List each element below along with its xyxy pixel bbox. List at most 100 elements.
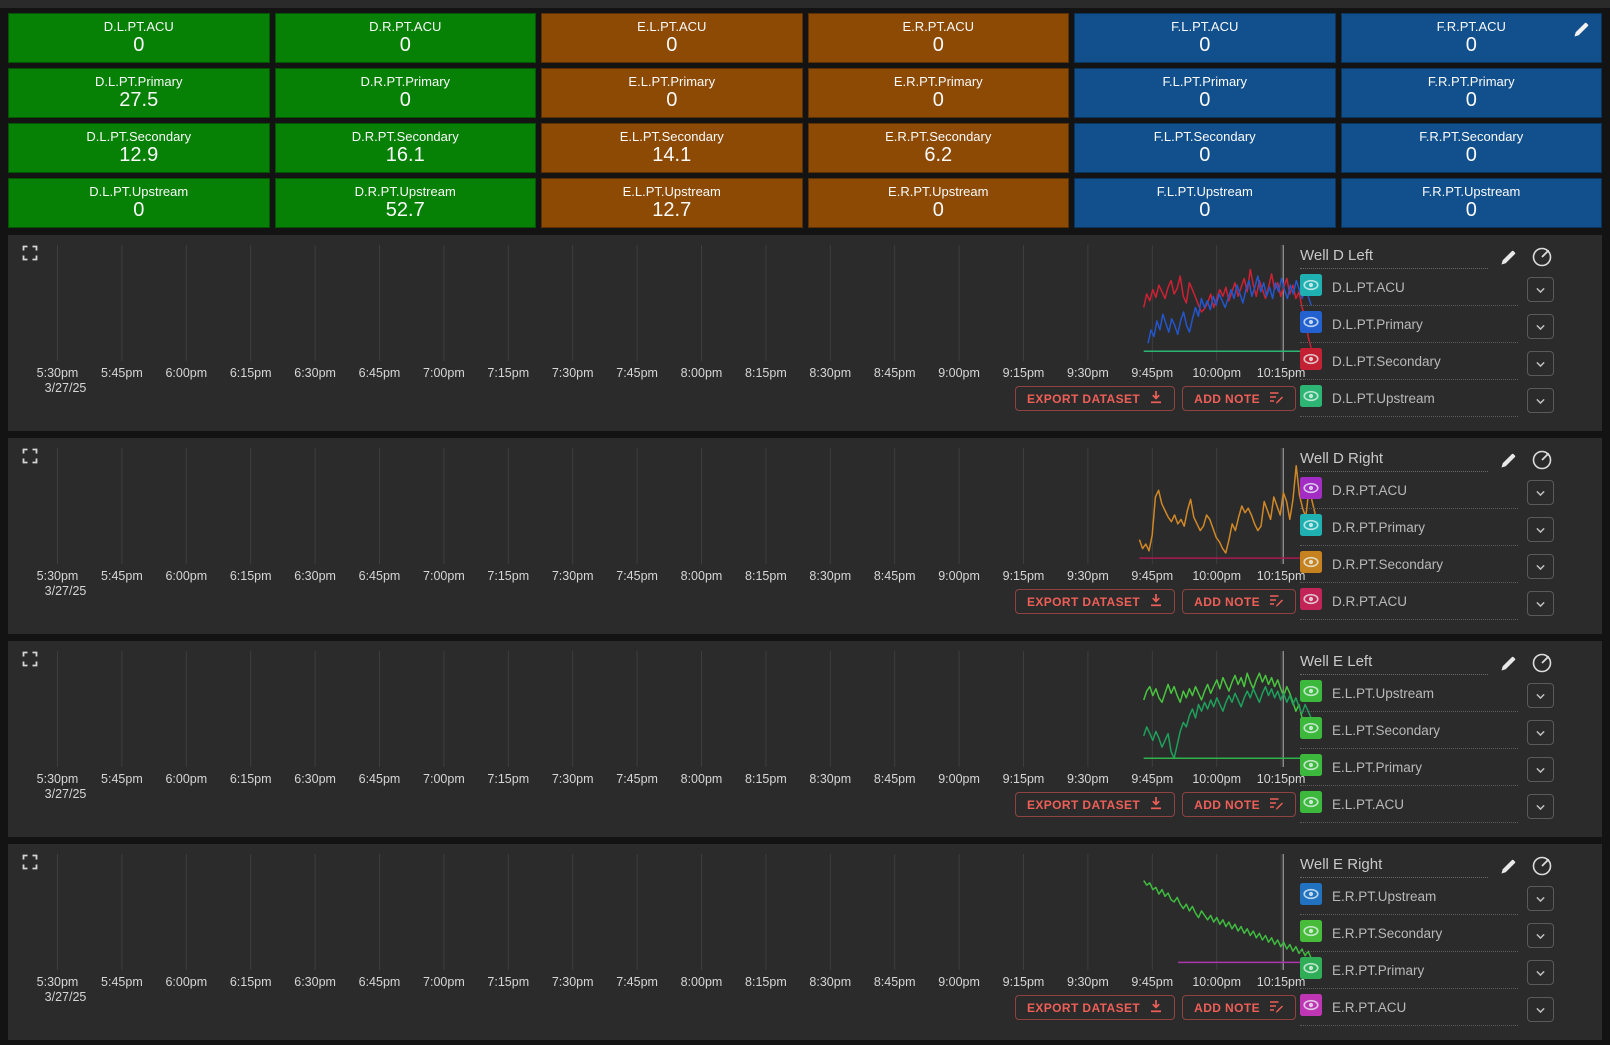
fullscreen-icon[interactable] — [22, 245, 38, 261]
fullscreen-icon[interactable] — [22, 854, 38, 870]
visibility-eye-icon[interactable] — [1300, 311, 1322, 338]
legend-item-expand-button[interactable] — [1527, 480, 1554, 505]
tile-F.R.PT.Primary[interactable]: F.R.PT.Primary 0 — [1340, 68, 1602, 118]
tile-D.R.PT.Upstream[interactable]: D.R.PT.Upstream 52.7 — [274, 178, 536, 228]
visibility-eye-icon[interactable] — [1300, 274, 1322, 301]
legend-item[interactable]: D.L.PT.Upstream — [1300, 384, 1554, 417]
legend-item-main[interactable]: E.L.PT.Primary — [1300, 753, 1518, 786]
tile-E.L.PT.Upstream[interactable]: E.L.PT.Upstream 12.7 — [541, 178, 803, 228]
tile-D.R.PT.Primary[interactable]: D.R.PT.Primary 0 — [274, 68, 536, 118]
legend-item-expand-button[interactable] — [1527, 757, 1554, 782]
edit-pencil-icon[interactable] — [1497, 651, 1521, 675]
tile-E.R.PT.Primary[interactable]: E.R.PT.Primary 0 — [807, 68, 1069, 118]
visibility-eye-icon[interactable] — [1300, 477, 1322, 504]
export-dataset-button[interactable]: EXPORT DATASET — [1014, 792, 1176, 817]
visibility-eye-icon[interactable] — [1300, 754, 1322, 781]
legend-item-main[interactable]: D.L.PT.ACU — [1300, 273, 1518, 306]
legend-item-main[interactable]: E.R.PT.Secondary — [1300, 919, 1518, 952]
legend-item-expand-button[interactable] — [1527, 314, 1554, 339]
legend-item-expand-button[interactable] — [1527, 997, 1554, 1022]
visibility-eye-icon[interactable] — [1300, 348, 1322, 375]
tile-D.R.PT.ACU[interactable]: D.R.PT.ACU 0 — [274, 13, 536, 63]
gauge-icon[interactable] — [1530, 854, 1554, 878]
tile-F.L.PT.ACU[interactable]: F.L.PT.ACU 0 — [1074, 13, 1336, 63]
tile-E.L.PT.Secondary[interactable]: E.L.PT.Secondary 14.1 — [541, 123, 803, 173]
gauge-icon[interactable] — [1530, 448, 1554, 472]
legend-item-main[interactable]: D.R.PT.ACU — [1300, 587, 1518, 620]
edit-pencil-icon[interactable] — [1497, 245, 1521, 269]
legend-item-expand-button[interactable] — [1527, 388, 1554, 413]
legend-item-expand-button[interactable] — [1527, 591, 1554, 616]
tile-F.R.PT.Upstream[interactable]: F.R.PT.Upstream 0 — [1340, 178, 1602, 228]
legend-item-main[interactable]: E.L.PT.ACU — [1300, 790, 1518, 823]
legend-item[interactable]: D.R.PT.ACU — [1300, 587, 1554, 620]
legend-item-main[interactable]: E.R.PT.Upstream — [1300, 882, 1518, 915]
visibility-eye-icon[interactable] — [1300, 680, 1322, 707]
legend-item-main[interactable]: D.R.PT.Primary — [1300, 513, 1518, 546]
tile-E.L.PT.Primary[interactable]: E.L.PT.Primary 0 — [541, 68, 803, 118]
legend-item[interactable]: E.L.PT.Primary — [1300, 753, 1554, 786]
legend-item[interactable]: E.L.PT.Upstream — [1300, 679, 1554, 712]
tile-D.L.PT.ACU[interactable]: D.L.PT.ACU 0 — [8, 13, 270, 63]
legend-item-expand-button[interactable] — [1527, 554, 1554, 579]
legend-item-main[interactable]: E.L.PT.Secondary — [1300, 716, 1518, 749]
trend-chart[interactable] — [8, 239, 1338, 369]
legend-item[interactable]: D.R.PT.ACU — [1300, 476, 1554, 509]
tile-F.R.PT.ACU[interactable]: F.R.PT.ACU 0 — [1340, 13, 1602, 63]
visibility-eye-icon[interactable] — [1300, 994, 1322, 1021]
legend-item-expand-button[interactable] — [1527, 351, 1554, 376]
visibility-eye-icon[interactable] — [1300, 385, 1322, 412]
tile-F.L.PT.Primary[interactable]: F.L.PT.Primary 0 — [1074, 68, 1336, 118]
visibility-eye-icon[interactable] — [1300, 957, 1322, 984]
legend-item-main[interactable]: D.L.PT.Upstream — [1300, 384, 1518, 417]
tile-E.R.PT.Upstream[interactable]: E.R.PT.Upstream 0 — [807, 178, 1069, 228]
legend-item[interactable]: D.R.PT.Secondary — [1300, 550, 1554, 583]
legend-item[interactable]: D.L.PT.ACU — [1300, 273, 1554, 306]
legend-item-expand-button[interactable] — [1527, 683, 1554, 708]
legend-item-main[interactable]: E.L.PT.Upstream — [1300, 679, 1518, 712]
edit-pencil-icon[interactable] — [1497, 448, 1521, 472]
visibility-eye-icon[interactable] — [1300, 920, 1322, 947]
legend-item-expand-button[interactable] — [1527, 517, 1554, 542]
legend-item-main[interactable]: E.R.PT.Primary — [1300, 956, 1518, 989]
legend-item-expand-button[interactable] — [1527, 960, 1554, 985]
trend-chart[interactable] — [8, 848, 1338, 978]
legend-item[interactable]: E.L.PT.Secondary — [1300, 716, 1554, 749]
legend-item-expand-button[interactable] — [1527, 794, 1554, 819]
add-note-button[interactable]: ADD NOTE — [1182, 792, 1296, 817]
export-dataset-button[interactable]: EXPORT DATASET — [1014, 386, 1176, 411]
tile-F.R.PT.Secondary[interactable]: F.R.PT.Secondary 0 — [1340, 123, 1602, 173]
visibility-eye-icon[interactable] — [1300, 588, 1322, 615]
visibility-eye-icon[interactable] — [1300, 717, 1322, 744]
add-note-button[interactable]: ADD NOTE — [1182, 995, 1296, 1020]
legend-item[interactable]: E.R.PT.Primary — [1300, 956, 1554, 989]
tile-E.R.PT.Secondary[interactable]: E.R.PT.Secondary 6.2 — [807, 123, 1069, 173]
legend-item-expand-button[interactable] — [1527, 886, 1554, 911]
tile-E.R.PT.ACU[interactable]: E.R.PT.ACU 0 — [807, 13, 1069, 63]
legend-item[interactable]: E.L.PT.ACU — [1300, 790, 1554, 823]
tile-D.L.PT.Primary[interactable]: D.L.PT.Primary 27.5 — [8, 68, 270, 118]
add-note-button[interactable]: ADD NOTE — [1182, 589, 1296, 614]
legend-item-expand-button[interactable] — [1527, 277, 1554, 302]
visibility-eye-icon[interactable] — [1300, 791, 1322, 818]
legend-item-expand-button[interactable] — [1527, 923, 1554, 948]
trend-chart[interactable] — [8, 442, 1338, 572]
export-dataset-button[interactable]: EXPORT DATASET — [1014, 995, 1176, 1020]
tile-F.L.PT.Upstream[interactable]: F.L.PT.Upstream 0 — [1074, 178, 1336, 228]
export-dataset-button[interactable]: EXPORT DATASET — [1014, 589, 1176, 614]
legend-item-main[interactable]: D.L.PT.Primary — [1300, 310, 1518, 343]
tile-D.R.PT.Secondary[interactable]: D.R.PT.Secondary 16.1 — [274, 123, 536, 173]
legend-item-main[interactable]: D.L.PT.Secondary — [1300, 347, 1518, 380]
tile-D.L.PT.Upstream[interactable]: D.L.PT.Upstream 0 — [8, 178, 270, 228]
gauge-icon[interactable] — [1530, 651, 1554, 675]
legend-item[interactable]: D.L.PT.Secondary — [1300, 347, 1554, 380]
tile-F.L.PT.Secondary[interactable]: F.L.PT.Secondary 0 — [1074, 123, 1336, 173]
legend-item-main[interactable]: D.R.PT.Secondary — [1300, 550, 1518, 583]
trend-chart[interactable] — [8, 645, 1338, 775]
legend-item[interactable]: D.L.PT.Primary — [1300, 310, 1554, 343]
fullscreen-icon[interactable] — [22, 651, 38, 667]
legend-item[interactable]: E.R.PT.Secondary — [1300, 919, 1554, 952]
visibility-eye-icon[interactable] — [1300, 551, 1322, 578]
add-note-button[interactable]: ADD NOTE — [1182, 386, 1296, 411]
edit-pencil-icon[interactable] — [1497, 854, 1521, 878]
